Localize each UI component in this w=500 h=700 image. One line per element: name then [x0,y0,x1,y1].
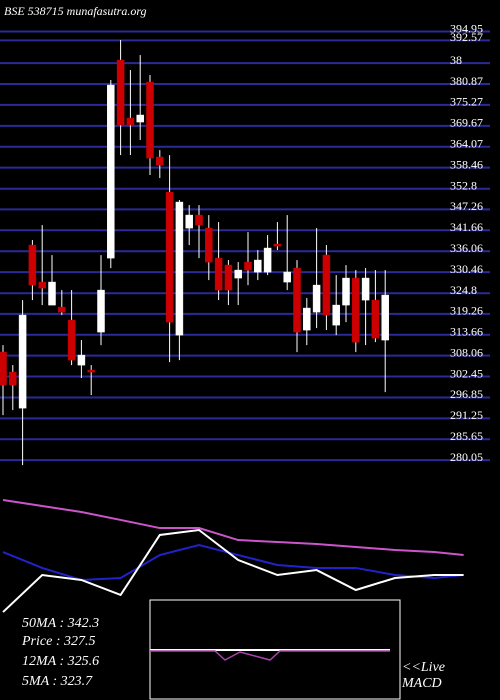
y-tick-label: 319.26 [450,304,483,318]
y-tick-label: 341.66 [450,220,483,234]
candle-body [87,369,95,373]
candle-body [9,371,17,386]
candle-body [332,304,340,326]
candle-body [195,214,203,226]
candle-body [244,261,252,271]
candle-body [342,277,350,306]
candle-body [28,244,37,286]
info-text: Price : 327.5 [21,634,95,649]
macd-label: MACD [401,676,442,691]
candle-body [146,81,154,159]
candle-body [322,254,331,316]
chart-title: BSE 538715 munafasutra.org [4,4,147,18]
y-tick-label: 330.46 [450,262,483,276]
candle-body [234,269,242,279]
y-tick-label: 313.66 [450,324,483,338]
info-text: 12MA : 325.6 [22,654,99,669]
y-tick-label: 308.06 [450,345,483,359]
candle-body [165,191,174,323]
candle-body [107,84,115,259]
candle-body [352,277,360,343]
y-tick-label: 380.87 [450,74,483,88]
y-tick-label: 369.67 [450,116,483,130]
candle-body [381,294,389,341]
y-tick-label: 336.06 [450,241,483,255]
y-tick-label: 291.25 [450,408,483,422]
y-tick-label: 324.8 [450,283,477,297]
candle-body [303,307,311,331]
y-tick-label: 352.8 [450,178,477,192]
y-tick-label: 358.46 [450,157,483,171]
y-tick-label: 296.85 [450,387,483,401]
y-tick-label: 347.26 [450,199,483,213]
candle-body [126,117,135,126]
candle-body [283,271,291,283]
candle-body [254,259,262,273]
y-tick-label: 392.57 [450,30,483,44]
candle-body [156,156,164,166]
y-tick-label: 364.07 [450,136,483,150]
y-tick-label: 285.65 [450,429,483,443]
candle-body [175,201,184,336]
candle-body [273,243,282,247]
candle-body [18,314,27,409]
candle-body [58,306,66,313]
candle-body [293,267,301,333]
y-tick-label: 394.95 [450,21,483,35]
candle-body [263,247,272,273]
candle-body [136,114,144,123]
candle-body [205,227,213,263]
macd-line [150,650,390,661]
candle-body [77,354,86,366]
candle-body [116,59,125,126]
y-tick-label: 302.45 [450,366,483,380]
y-tick-label: 280.05 [450,450,483,464]
candle-body [48,281,56,306]
live-label: <<Live [402,660,445,675]
candle-body [371,299,380,339]
info-text: 5MA : 323.7 [22,674,93,689]
indicator-line [2,499,464,557]
candle-body [361,277,370,301]
candle-body [97,289,105,333]
candle-body [67,319,76,361]
y-tick-label: 38 [450,53,462,67]
candle-body [224,264,233,291]
candle-body [312,284,321,313]
candle-body [38,281,46,289]
candle-body [214,257,223,291]
indicator-line [2,528,464,613]
y-tick-label: 375.27 [450,95,483,109]
info-text: 50MA : 342.3 [22,616,99,631]
candle-body [0,351,7,386]
candle-body [185,214,193,229]
